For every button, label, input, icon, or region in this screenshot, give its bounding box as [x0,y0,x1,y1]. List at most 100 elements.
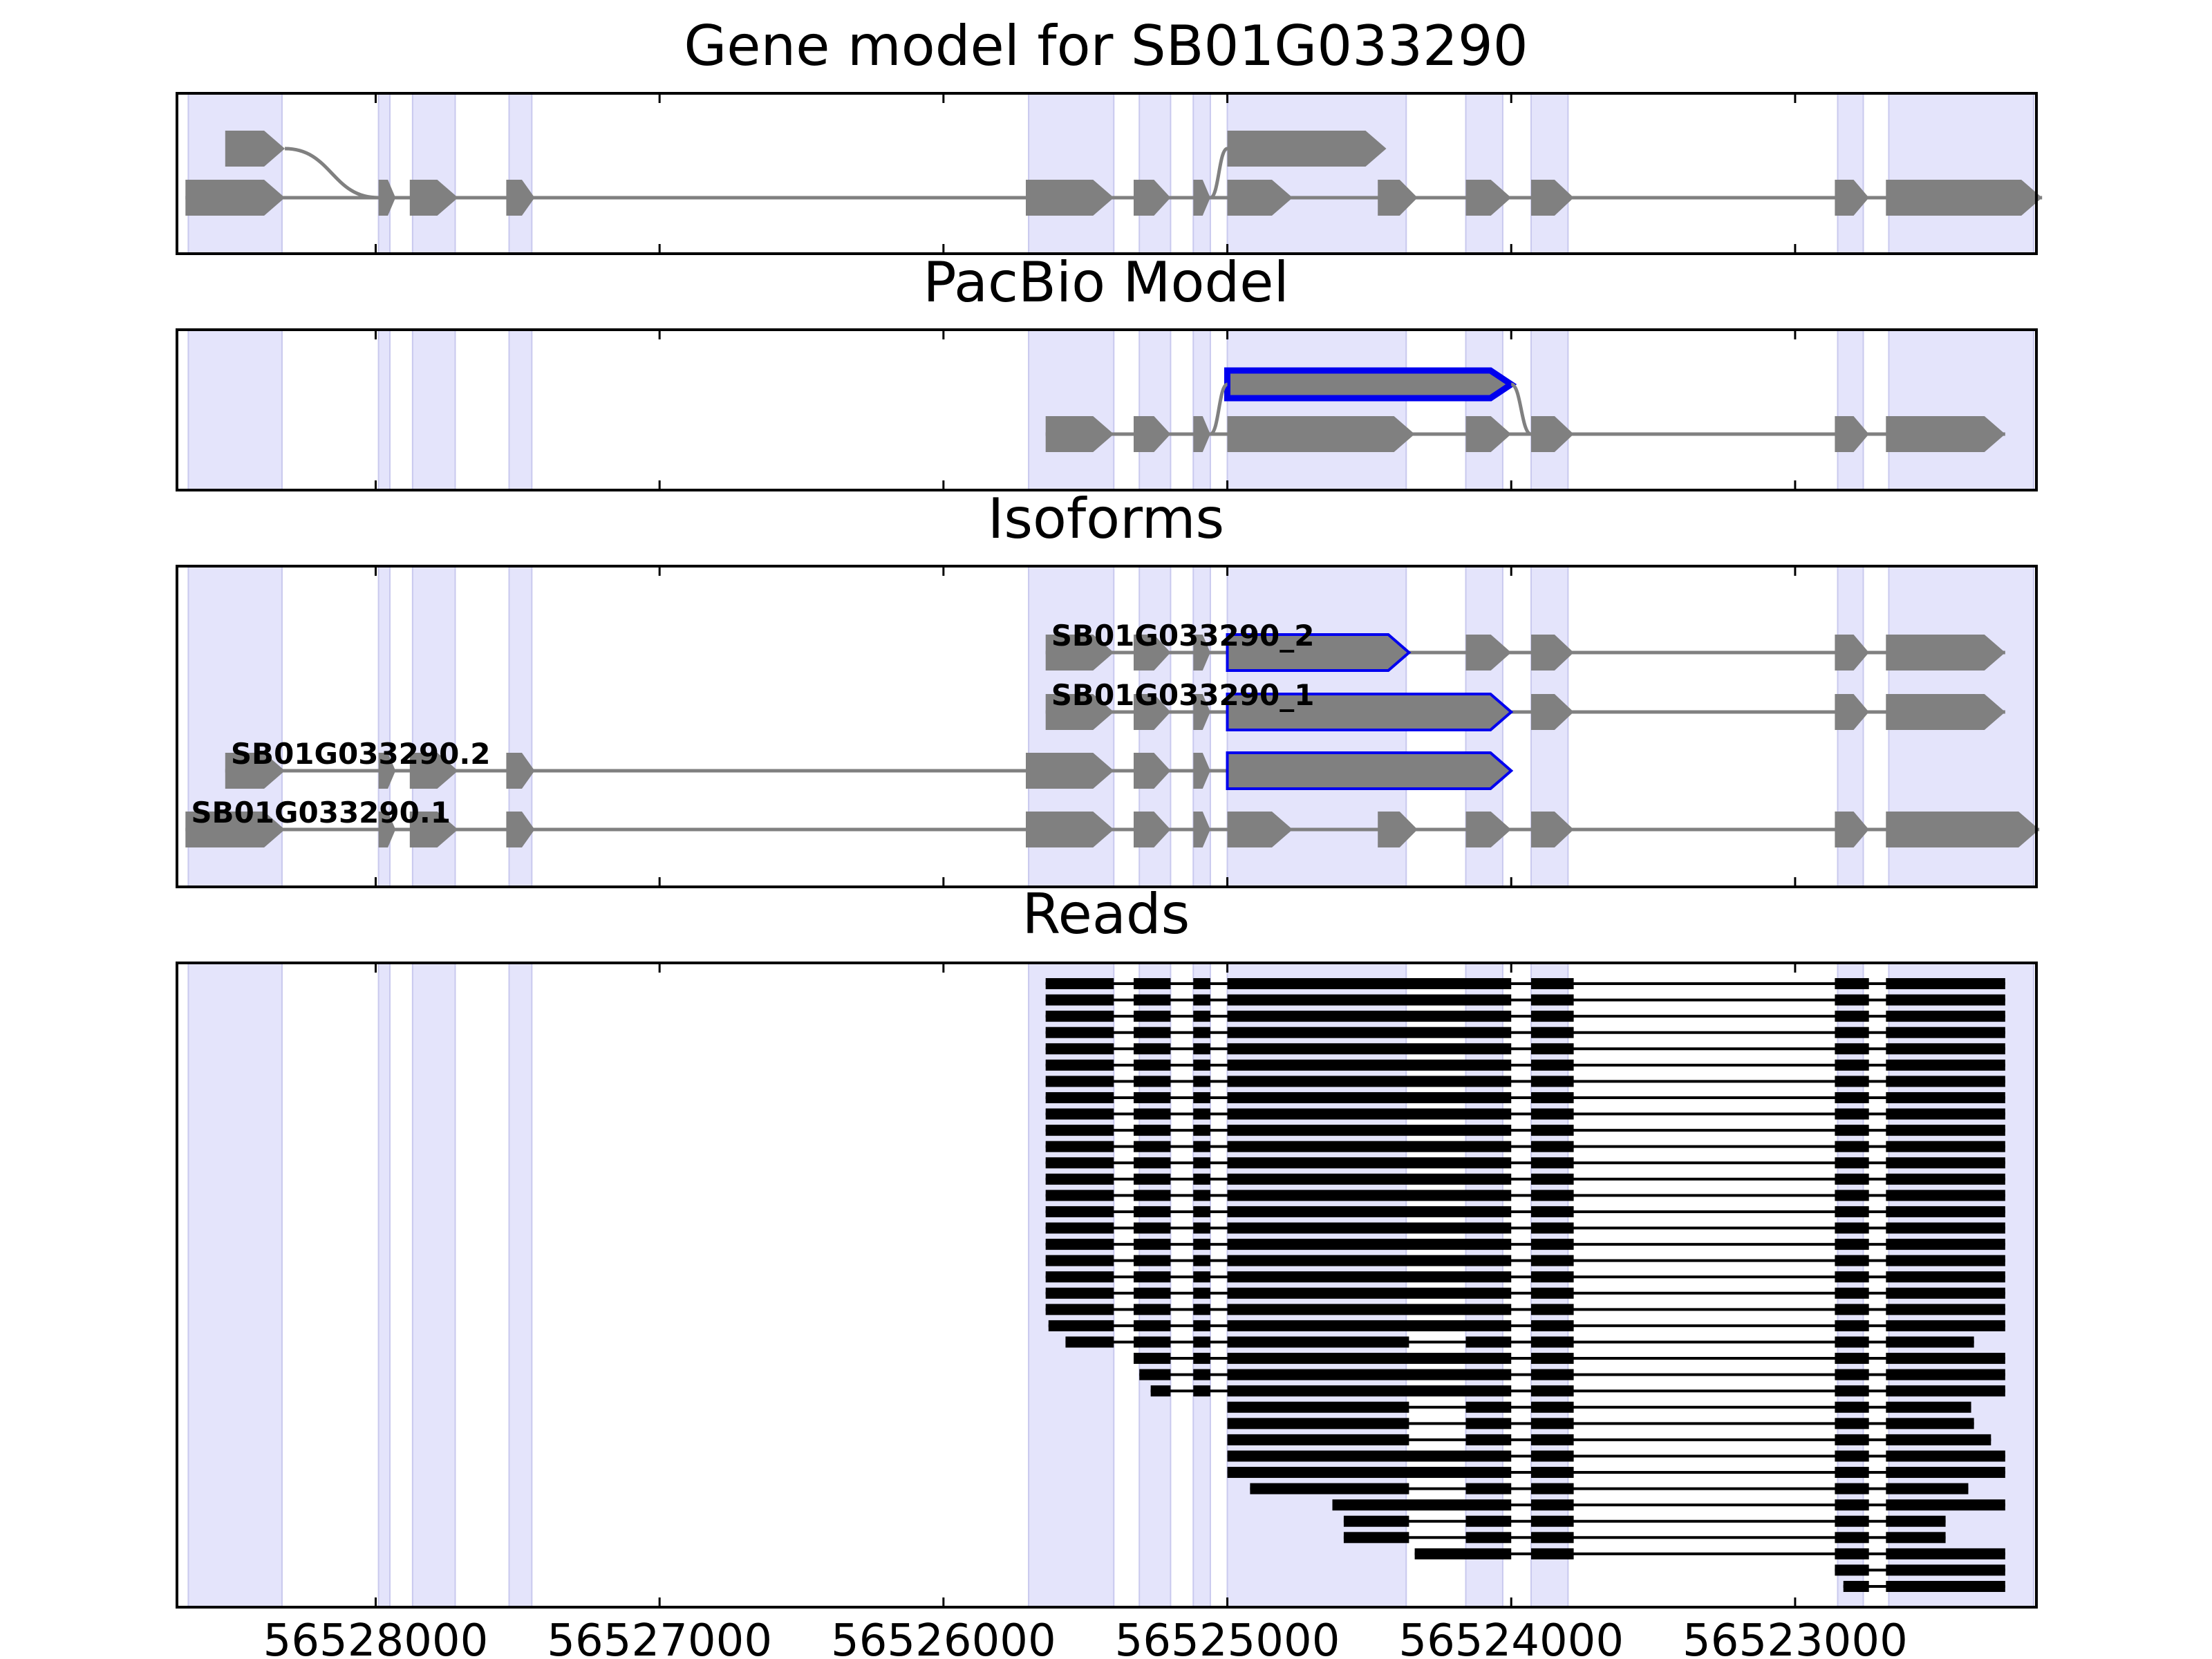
read-block [1045,1011,1114,1022]
read-block [1465,1336,1512,1348]
exon-region-band [187,93,283,254]
read-block [1530,1369,1574,1380]
read-block [1835,1467,1869,1479]
read-block [1227,1076,1512,1087]
exon-block [1886,416,2005,452]
read-row [1048,1320,2005,1331]
transcript-track: SB01G033290.2 [225,737,1514,790]
read-block [1530,1434,1574,1445]
read-block [1530,978,1574,989]
exon-region-band [377,93,391,254]
read-row [1045,1206,2005,1217]
exon-region-band [508,962,533,1608]
read-block [1835,1499,1869,1511]
read-block [1045,1091,1114,1103]
read-block [1227,1011,1512,1022]
read-block [1886,1434,1991,1445]
read-block [1530,1450,1574,1462]
read-block [1886,1255,2005,1266]
isoform-label: SB01G033290.1 [191,796,451,830]
read-block [1134,1076,1171,1087]
read-block [1530,1336,1574,1348]
read-block [1227,1320,1512,1331]
exon-block-highlighted [1224,367,1517,402]
read-block [1886,1043,2005,1055]
read-block [1227,1369,1512,1380]
exon-block [1378,180,1418,216]
exon-block [1835,694,1869,730]
read-block [1530,1385,1574,1397]
read-block [1227,1336,1409,1348]
read-block [1530,1532,1574,1544]
read-row [1045,1125,2005,1136]
read-block [1227,1304,1512,1315]
exon-region-band [1837,329,1864,491]
panel-isoforms: Isoforms SB01G033290_2 SB01G033290_1 SB01G… [176,487,2040,888]
read-block [1045,1125,1114,1136]
read-block [1134,1190,1171,1201]
read-block [1193,1336,1210,1348]
x-tick-label: 56524000 [1398,1615,1624,1659]
read-block [1193,1271,1210,1283]
exon-region-band [1465,329,1503,491]
read-row [1045,994,2005,1006]
read-block [1227,1108,1512,1120]
read-block [1193,1059,1210,1071]
transcript-track: SB01G033290_1 [1045,678,2005,731]
read-block [1530,1222,1574,1234]
read-block [1227,994,1512,1006]
read-block [1134,1239,1171,1250]
exon-block [1134,694,1171,730]
read-row [1045,1043,2005,1055]
read-block [1193,1043,1210,1055]
exon-block [1227,812,1293,847]
read-block [1835,1450,1869,1462]
read-block [1530,1206,1574,1217]
panel-frame [176,328,2038,491]
read-block [1193,1255,1210,1266]
read-block [1835,1108,1869,1120]
read-block [1835,1271,1869,1283]
read-block [1835,1304,1869,1315]
exon-region-band [1028,93,1115,254]
splice-connector [285,147,379,200]
read-block [1886,1108,2005,1120]
read-row [1045,978,2005,989]
exon-region-band [1530,329,1569,491]
read-row [1045,1059,2005,1071]
read-block [1045,1255,1114,1266]
read-block [1886,1369,2005,1380]
read-block [1835,1353,1869,1365]
exon-block [1835,635,1869,671]
exon-block [185,812,285,847]
read-block [1835,1287,1869,1299]
exon-block [1193,180,1210,216]
exon-block [1193,694,1210,730]
read-block [1193,1353,1210,1365]
read-block [1227,1043,1512,1055]
read-block [1886,1125,2005,1136]
read-block [1045,1222,1114,1234]
read-block [1227,1467,1512,1479]
read-block [1886,1564,2005,1576]
exon-region-band [1192,962,1211,1608]
exon-region-band [187,329,283,491]
read-row [1045,1091,2005,1103]
splice-connector [1209,147,1228,200]
read-block [1134,1141,1171,1152]
read-block [1227,1450,1512,1462]
exon-region-band [187,962,283,1608]
read-block [1134,1125,1171,1136]
panel-frame [176,565,2038,888]
read-row [1134,1353,2005,1365]
read-block [1193,1173,1210,1185]
read-block [1835,1125,1869,1136]
read-row [1045,1141,2005,1152]
read-block [1886,1450,2005,1462]
read-block [1227,1173,1512,1185]
x-tick-label: 56528000 [263,1615,489,1659]
read-block [1886,1385,2005,1397]
read-block [1045,1271,1114,1283]
exon-block [506,753,535,789]
read-row [1139,1369,2005,1380]
